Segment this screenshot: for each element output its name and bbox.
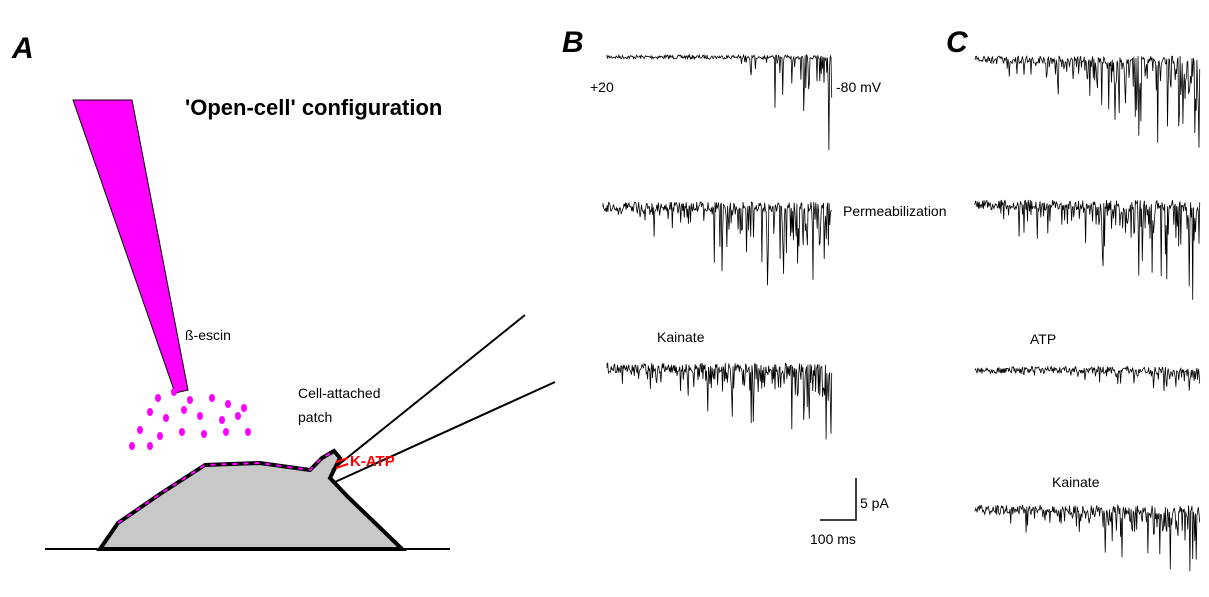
dot [201,430,207,438]
trace-label: Permeabilization [843,203,947,219]
dot [147,442,153,450]
dot [155,394,161,402]
trace-label: Kainate [657,329,705,345]
voltage-label: -80 mV [836,79,882,95]
current-trace [974,365,1201,392]
scale-bar [820,478,857,521]
dot [129,442,135,450]
diagram-title: 'Open-cell' configuration [185,95,442,120]
patch-label: patch [298,409,332,425]
dot [235,412,241,420]
channel-label: K-ATP [350,453,395,470]
dot [163,414,169,422]
dot [209,394,215,402]
trace-label: ATP [1030,331,1056,347]
patch-pipette [331,314,526,471]
panel-label: B [562,26,584,59]
traces [602,53,1201,572]
dot [241,404,247,412]
dot [219,416,225,424]
current-trace [974,55,1201,148]
trace-label: Kainate [1052,474,1100,490]
escin-dots [129,388,251,450]
current-trace [606,362,833,440]
pipette [72,99,189,394]
dot [137,426,143,434]
dot [181,406,187,414]
patch-pipette [334,381,556,483]
dot [171,388,177,396]
dot [197,412,203,420]
dot [245,428,251,436]
dot [157,432,163,440]
dot [225,400,231,408]
current-trace [606,53,833,151]
voltage-label: +20 [590,79,614,95]
dot [179,428,185,436]
current-trace [974,199,1201,300]
pipette-label: ß-escin [185,327,231,343]
current-trace [974,503,1201,572]
patch-label: Cell-attached [298,385,381,401]
channel [335,457,349,469]
panel-label: A [11,32,34,65]
scale-label: 100 ms [810,531,856,547]
scale-label: 5 pA [860,495,889,511]
dot [223,428,229,436]
current-trace [602,201,833,286]
dot [187,396,193,404]
dot [147,408,153,416]
panel-label: C [946,26,969,59]
